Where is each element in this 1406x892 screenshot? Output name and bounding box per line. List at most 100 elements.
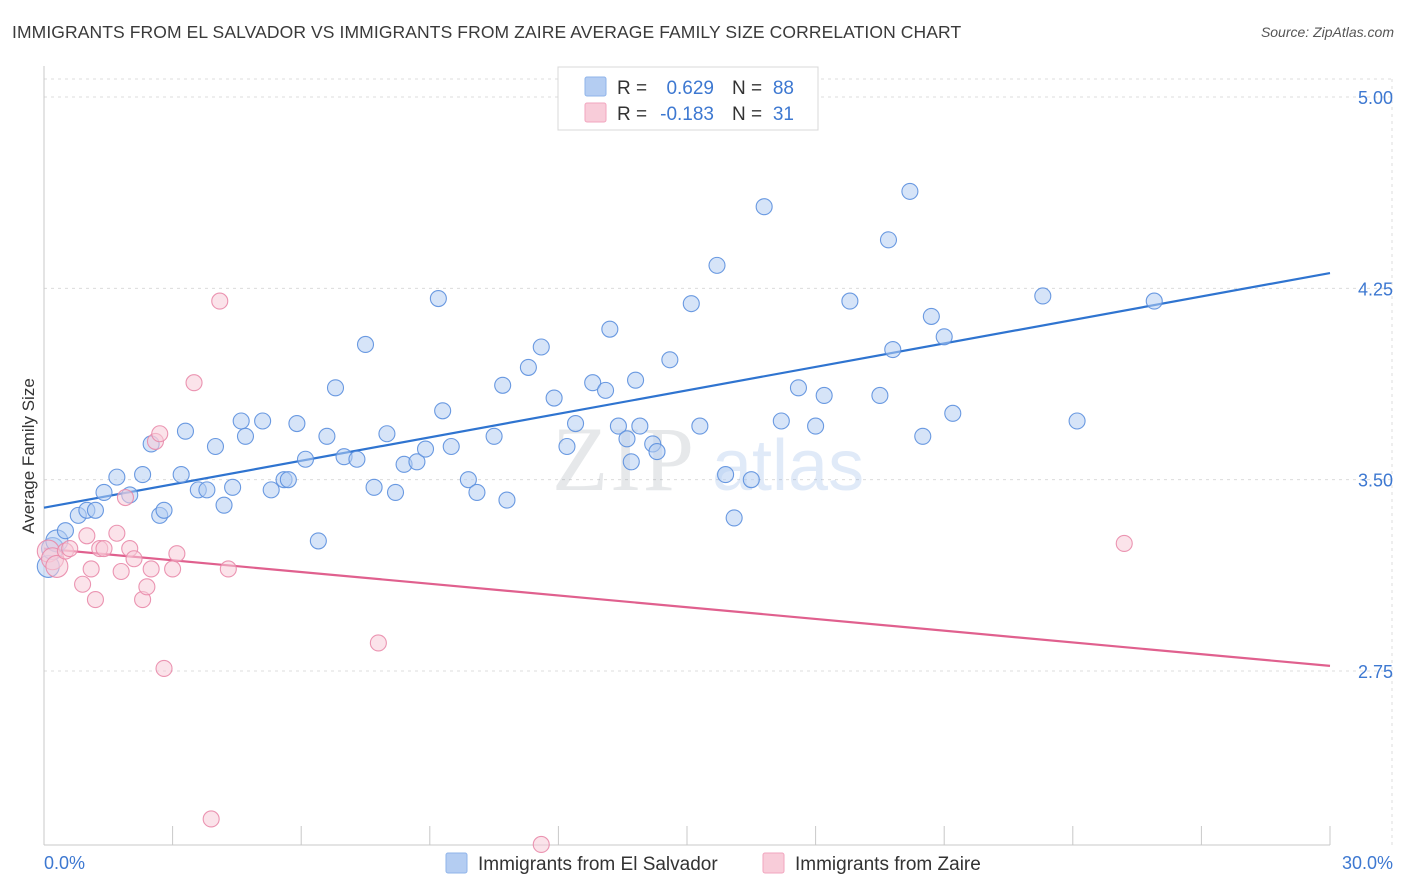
data-point bbox=[871, 386, 889, 405]
legend-n-value: 88 bbox=[773, 78, 794, 99]
data-point bbox=[288, 414, 306, 433]
bottom-legend-label-zaire: Immigrants from Zaire bbox=[795, 854, 981, 875]
data-point bbox=[279, 471, 297, 489]
data-point bbox=[485, 427, 503, 445]
data-point bbox=[815, 386, 833, 405]
data-point bbox=[176, 422, 195, 440]
data-point bbox=[365, 478, 383, 496]
data-point bbox=[789, 379, 808, 397]
data-point bbox=[134, 466, 152, 484]
data-point bbox=[86, 591, 104, 609]
bottom-legend-label-el-salvador: Immigrants from El Salvador bbox=[478, 854, 718, 875]
data-point bbox=[185, 374, 203, 392]
data-point bbox=[468, 483, 486, 501]
y-tick-labels: 2.75 3.50 4.25 5.00 bbox=[1358, 88, 1393, 682]
bottom-legend: Immigrants from El Salvador Immigrants f… bbox=[445, 852, 981, 875]
data-point bbox=[408, 453, 426, 471]
data-point bbox=[326, 379, 345, 397]
data-point bbox=[566, 414, 585, 433]
data-point bbox=[219, 560, 237, 578]
data-point bbox=[884, 341, 902, 359]
data-point bbox=[232, 412, 250, 430]
data-point bbox=[459, 471, 477, 489]
data-point bbox=[1034, 287, 1052, 305]
trend-line-zaire bbox=[43, 547, 1331, 667]
legend-row-el-salvador: R = 0.629 N = 88 bbox=[584, 76, 794, 99]
data-point bbox=[86, 501, 104, 519]
data-point bbox=[494, 376, 512, 394]
data-point bbox=[914, 427, 932, 445]
data-point bbox=[841, 292, 859, 310]
data-point bbox=[138, 578, 156, 596]
data-point bbox=[172, 466, 190, 484]
data-point bbox=[498, 491, 516, 509]
legend-swatch-zaire bbox=[584, 102, 607, 123]
data-point bbox=[1115, 534, 1133, 552]
data-point bbox=[648, 443, 666, 461]
data-point bbox=[429, 289, 447, 308]
legend-r-label: R = bbox=[617, 78, 647, 99]
data-point bbox=[262, 481, 280, 499]
data-point bbox=[807, 417, 825, 435]
data-point bbox=[168, 545, 186, 563]
y-tick-label: 5.00 bbox=[1358, 88, 1393, 108]
legend-n-value: 31 bbox=[773, 104, 794, 125]
data-point bbox=[202, 810, 220, 828]
legend: R = 0.629 N = 88 R = -0.183 N = 31 bbox=[557, 66, 819, 131]
data-point bbox=[725, 509, 743, 527]
data-point bbox=[82, 560, 100, 578]
data-point bbox=[416, 440, 435, 458]
legend-r-label: R = bbox=[617, 104, 647, 125]
data-point bbox=[296, 450, 315, 468]
data-point bbox=[56, 522, 74, 540]
data-point bbox=[142, 560, 160, 578]
data-point bbox=[215, 496, 233, 514]
trend-lines bbox=[43, 271, 1331, 667]
data-point bbox=[935, 328, 953, 346]
data-point bbox=[78, 527, 96, 545]
data-point bbox=[879, 231, 898, 249]
legend-row-zaire: R = -0.183 N = 31 bbox=[584, 102, 794, 125]
data-point bbox=[155, 501, 173, 519]
data-point bbox=[922, 307, 940, 325]
data-point bbox=[356, 335, 375, 354]
data-point bbox=[627, 371, 645, 389]
data-point bbox=[74, 575, 92, 593]
series-zaire bbox=[36, 292, 1133, 854]
source-credit: Source: ZipAtlas.com bbox=[1260, 24, 1394, 40]
data-point bbox=[434, 402, 452, 420]
data-point bbox=[108, 468, 126, 486]
data-point bbox=[901, 182, 919, 200]
data-point bbox=[622, 453, 640, 471]
legend-r-value: 0.629 bbox=[666, 78, 714, 99]
data-point bbox=[691, 417, 709, 435]
data-point bbox=[755, 198, 773, 216]
axes bbox=[43, 66, 1331, 846]
legend-n-label: N = bbox=[732, 78, 762, 99]
data-point bbox=[116, 488, 134, 507]
data-point bbox=[1145, 292, 1163, 310]
data-point bbox=[369, 634, 387, 652]
data-point bbox=[108, 524, 126, 542]
y-tick-label: 2.75 bbox=[1358, 662, 1393, 682]
data-point bbox=[661, 351, 679, 369]
data-point bbox=[609, 417, 627, 435]
data-point bbox=[631, 417, 649, 435]
y-tick-label: 4.25 bbox=[1358, 279, 1393, 299]
data-point bbox=[151, 425, 169, 443]
data-point bbox=[772, 412, 790, 430]
legend-swatch-el-salvador bbox=[584, 76, 607, 97]
data-point bbox=[708, 256, 726, 274]
y-axis-title: Average Family Size bbox=[19, 378, 38, 534]
data-point bbox=[211, 292, 229, 310]
y-tick-label: 3.50 bbox=[1358, 471, 1393, 491]
x-tick-label: 0.0% bbox=[44, 853, 85, 873]
data-point bbox=[95, 483, 113, 501]
watermark-atlas: atlas bbox=[712, 426, 864, 506]
data-point bbox=[442, 437, 460, 456]
data-point bbox=[601, 320, 619, 338]
data-point bbox=[584, 374, 602, 392]
data-point bbox=[532, 338, 550, 356]
bottom-legend-swatch-el-salvador bbox=[445, 852, 468, 874]
